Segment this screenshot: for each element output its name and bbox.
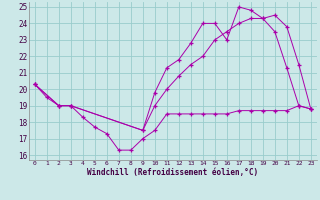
X-axis label: Windchill (Refroidissement éolien,°C): Windchill (Refroidissement éolien,°C)	[87, 168, 258, 177]
